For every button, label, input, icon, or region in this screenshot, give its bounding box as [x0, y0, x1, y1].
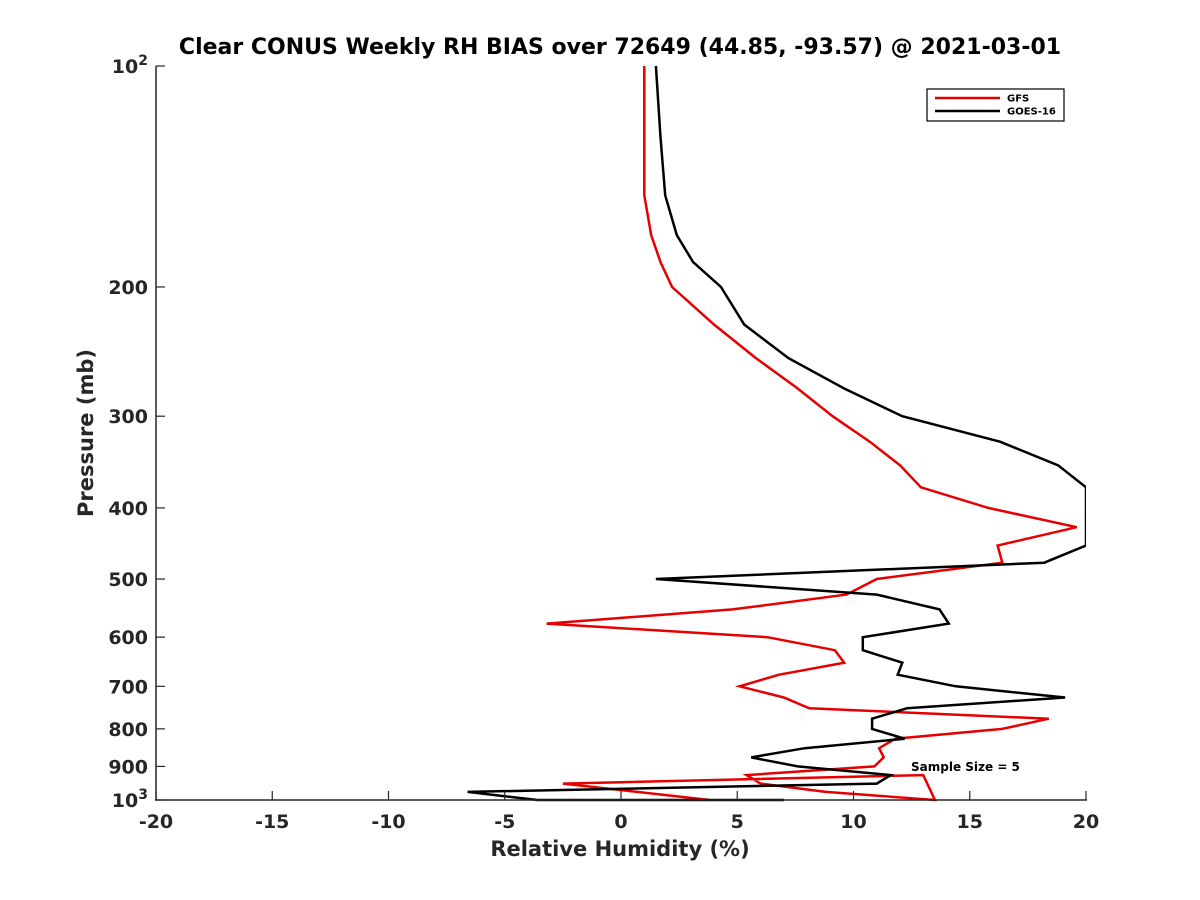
legend-label-gfs: GFS: [1007, 94, 1029, 105]
y-tick-label: 400: [108, 498, 148, 520]
x-tick-label: -10: [371, 811, 405, 833]
x-tick-label: 20: [1073, 811, 1099, 833]
legend-label-goes-16: GOES-16: [1007, 107, 1056, 118]
x-tick-label: 15: [957, 811, 983, 833]
x-axis-label: Relative Humidity (%): [490, 837, 749, 861]
legend: GFS GOES-16: [926, 88, 1065, 122]
y-axis-label: Pressure (mb): [74, 349, 98, 517]
y-tick-label: 800: [108, 719, 148, 741]
x-ticks: -20 -15 -10 -5 0 5 10 15 20: [139, 791, 1099, 833]
y-tick-label: 900: [108, 756, 148, 778]
y-ticks: 102 200 300 400 500 600 700 800 900 103: [108, 53, 165, 812]
x-tick-label: 5: [731, 811, 744, 833]
x-tick-label: 10: [840, 811, 866, 833]
x-tick-label: -20: [139, 811, 173, 833]
x-tick-label: -15: [255, 811, 289, 833]
y-tick-label: 200: [108, 277, 148, 299]
y-tick-label: 700: [108, 676, 148, 698]
legend-box: [926, 88, 1065, 122]
y-tick-label: 500: [108, 569, 148, 591]
y-tick-label: 600: [108, 627, 148, 649]
sample-size-annotation: Sample Size = 5: [911, 760, 1020, 774]
series-line-goes-16: [467, 65, 1086, 802]
y-tick-label: 300: [108, 406, 148, 428]
y-tick-label: 103: [112, 787, 148, 812]
chart-title: Clear CONUS Weekly RH BIAS over 72649 (4…: [179, 35, 1061, 60]
y-tick-label: 102: [112, 53, 148, 78]
plot-lines: [467, 65, 1086, 802]
x-tick-label: 0: [614, 811, 627, 833]
x-tick-label: -5: [494, 811, 515, 833]
